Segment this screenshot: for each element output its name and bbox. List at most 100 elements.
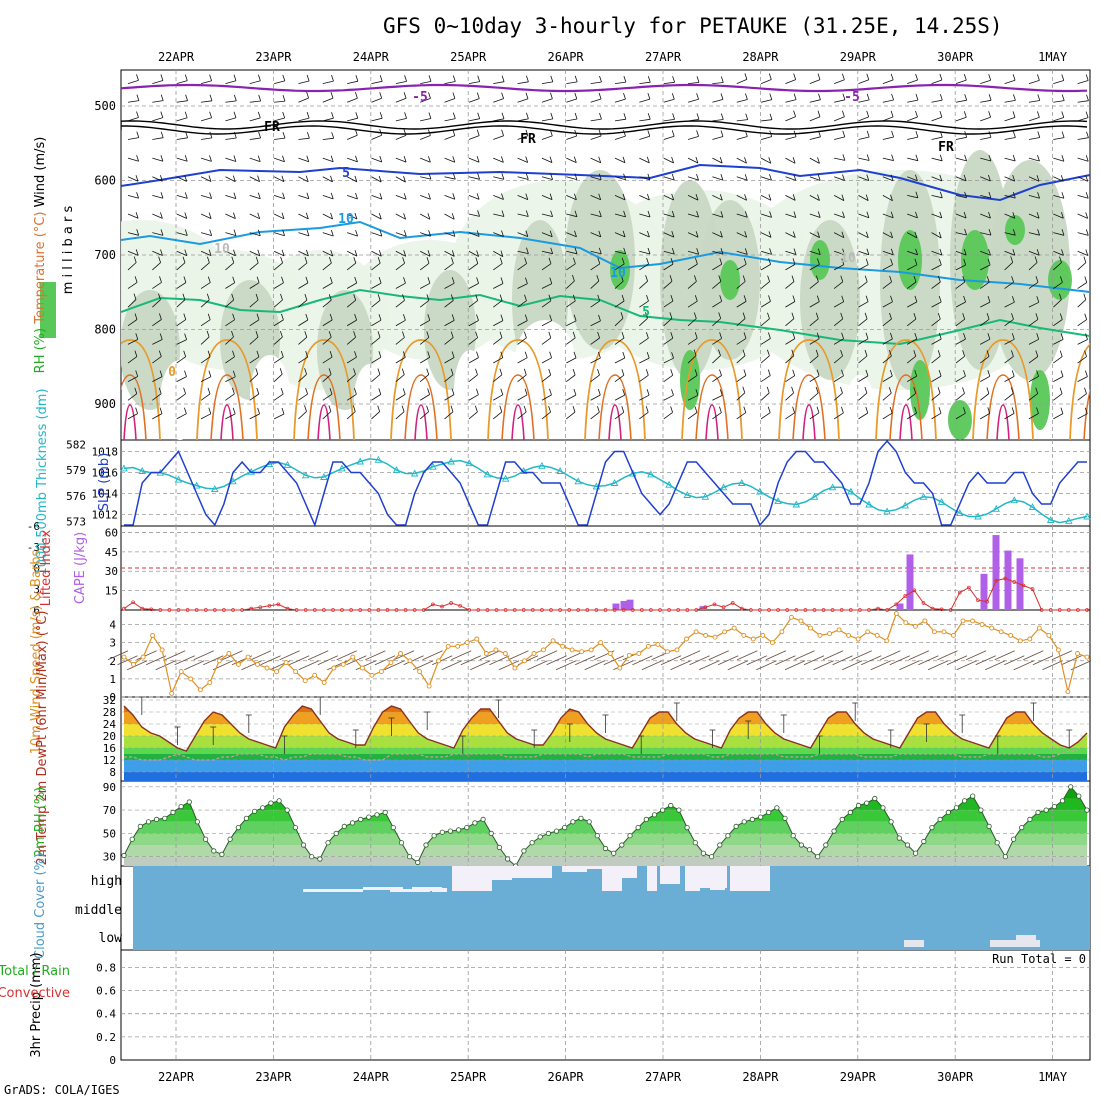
wind-barb <box>444 250 455 257</box>
wind-barb-flag <box>768 73 772 80</box>
wind-barb <box>687 119 700 122</box>
rh-point <box>847 809 853 816</box>
wind-barb-flag <box>1012 74 1016 81</box>
rh-point <box>235 824 241 831</box>
wind-barb-flag <box>767 275 770 282</box>
rh-point <box>341 823 347 830</box>
wind-barb <box>566 320 577 327</box>
wind-speed-point <box>121 654 127 660</box>
wind-barb <box>541 250 553 255</box>
wind-barb <box>760 281 770 289</box>
wind-barb <box>420 157 431 163</box>
wind-barb <box>152 319 162 327</box>
wind-barb-flag <box>304 405 307 412</box>
wind-barb <box>273 299 283 308</box>
rh-point <box>994 840 1000 846</box>
rh-point <box>325 840 331 846</box>
wind-barb-flag <box>307 132 310 139</box>
wind-barb <box>590 320 601 327</box>
wind-barb-flag <box>669 275 673 282</box>
wind-speed-point <box>426 683 432 689</box>
rh-point <box>798 842 805 848</box>
wind-barb <box>760 375 771 382</box>
wind-barb <box>980 176 991 182</box>
cloud-gap <box>363 887 403 890</box>
wind-barb <box>614 135 626 140</box>
wind-barb-flag <box>696 113 700 120</box>
wind-barb <box>566 394 577 401</box>
surface-wind-barb <box>174 655 195 666</box>
wind-barb <box>760 338 771 345</box>
wind-barb <box>712 300 722 308</box>
wind-barb <box>712 338 722 345</box>
rh-point <box>154 816 160 823</box>
wind-barb <box>225 336 234 345</box>
cape-bar <box>980 573 988 610</box>
cloud-gap <box>660 866 680 884</box>
wind-barb <box>639 250 651 255</box>
rh-point <box>684 824 690 831</box>
wind-barb-flag <box>963 73 967 81</box>
rh-shading-gap <box>454 350 486 430</box>
wind-barb-flag <box>964 154 967 162</box>
wind-barb <box>809 99 821 103</box>
wind-barb-flag <box>792 295 796 302</box>
wind-barb <box>809 264 820 271</box>
wind-barb-flag <box>477 210 480 217</box>
contour-label: 0 <box>168 365 176 380</box>
rh-point <box>496 844 502 851</box>
wind-barb <box>1077 213 1088 219</box>
wind-barb-flag <box>377 405 381 412</box>
wind-barb-flag <box>768 258 771 265</box>
wind-barb <box>614 394 625 401</box>
cape-bar <box>906 554 914 610</box>
wind-barb-flag <box>428 75 432 82</box>
run-total: Run Total = 0 <box>992 952 1086 966</box>
surface-wind-barb <box>813 660 834 671</box>
wind-barb-flag <box>159 276 162 283</box>
rh-ytick: 50 <box>103 827 116 840</box>
wind-barb-flag <box>354 351 357 358</box>
wind-barb-flag <box>891 130 894 138</box>
temp-contour-25 <box>501 374 535 440</box>
wind-barb-flag <box>331 74 334 82</box>
wind-barb <box>225 100 237 103</box>
wind-barb-flag <box>257 212 261 219</box>
surface-wind-barb <box>432 655 453 666</box>
wind-barb <box>834 79 845 85</box>
wind-barb <box>858 375 869 382</box>
frame-precip <box>120 949 1091 1061</box>
temp-band <box>124 748 1087 754</box>
wind-barb <box>760 318 770 327</box>
wind-barb-flag <box>694 332 698 339</box>
wind-barb-flag <box>623 173 626 180</box>
wind-speed-point <box>550 638 556 644</box>
wind-barb-flag <box>378 388 382 395</box>
wind-barb-flag <box>1061 74 1065 81</box>
wind-barb-flag <box>451 314 455 321</box>
wind-barb <box>590 213 602 218</box>
wind-barb-flag <box>233 249 236 256</box>
wind-barb <box>419 262 430 271</box>
rh-point <box>562 824 568 831</box>
thickness-line-point <box>792 500 801 508</box>
wind-barb-flag <box>501 92 504 99</box>
wind-barb <box>712 176 724 181</box>
wind-barb-flag <box>792 157 796 164</box>
wind-barb-flag <box>621 331 625 339</box>
wind-speed-point <box>970 618 976 624</box>
wind-barb-flag <box>864 386 868 394</box>
date-label-top: 22APR <box>158 50 195 64</box>
wind-barb <box>663 374 673 382</box>
wind-barb-flag <box>184 229 188 236</box>
wind-barb-flag <box>791 312 795 319</box>
wind-barb-flag <box>159 370 163 377</box>
wind-barb-flag <box>280 387 284 395</box>
wind-barb-flag <box>988 94 992 101</box>
wind-barb-flag <box>1061 229 1065 236</box>
wind-barb <box>371 195 383 200</box>
wind-barb <box>834 99 845 103</box>
wind-barb <box>1053 176 1064 182</box>
wind-barb <box>590 280 600 289</box>
wind-barb-flag <box>233 192 237 199</box>
